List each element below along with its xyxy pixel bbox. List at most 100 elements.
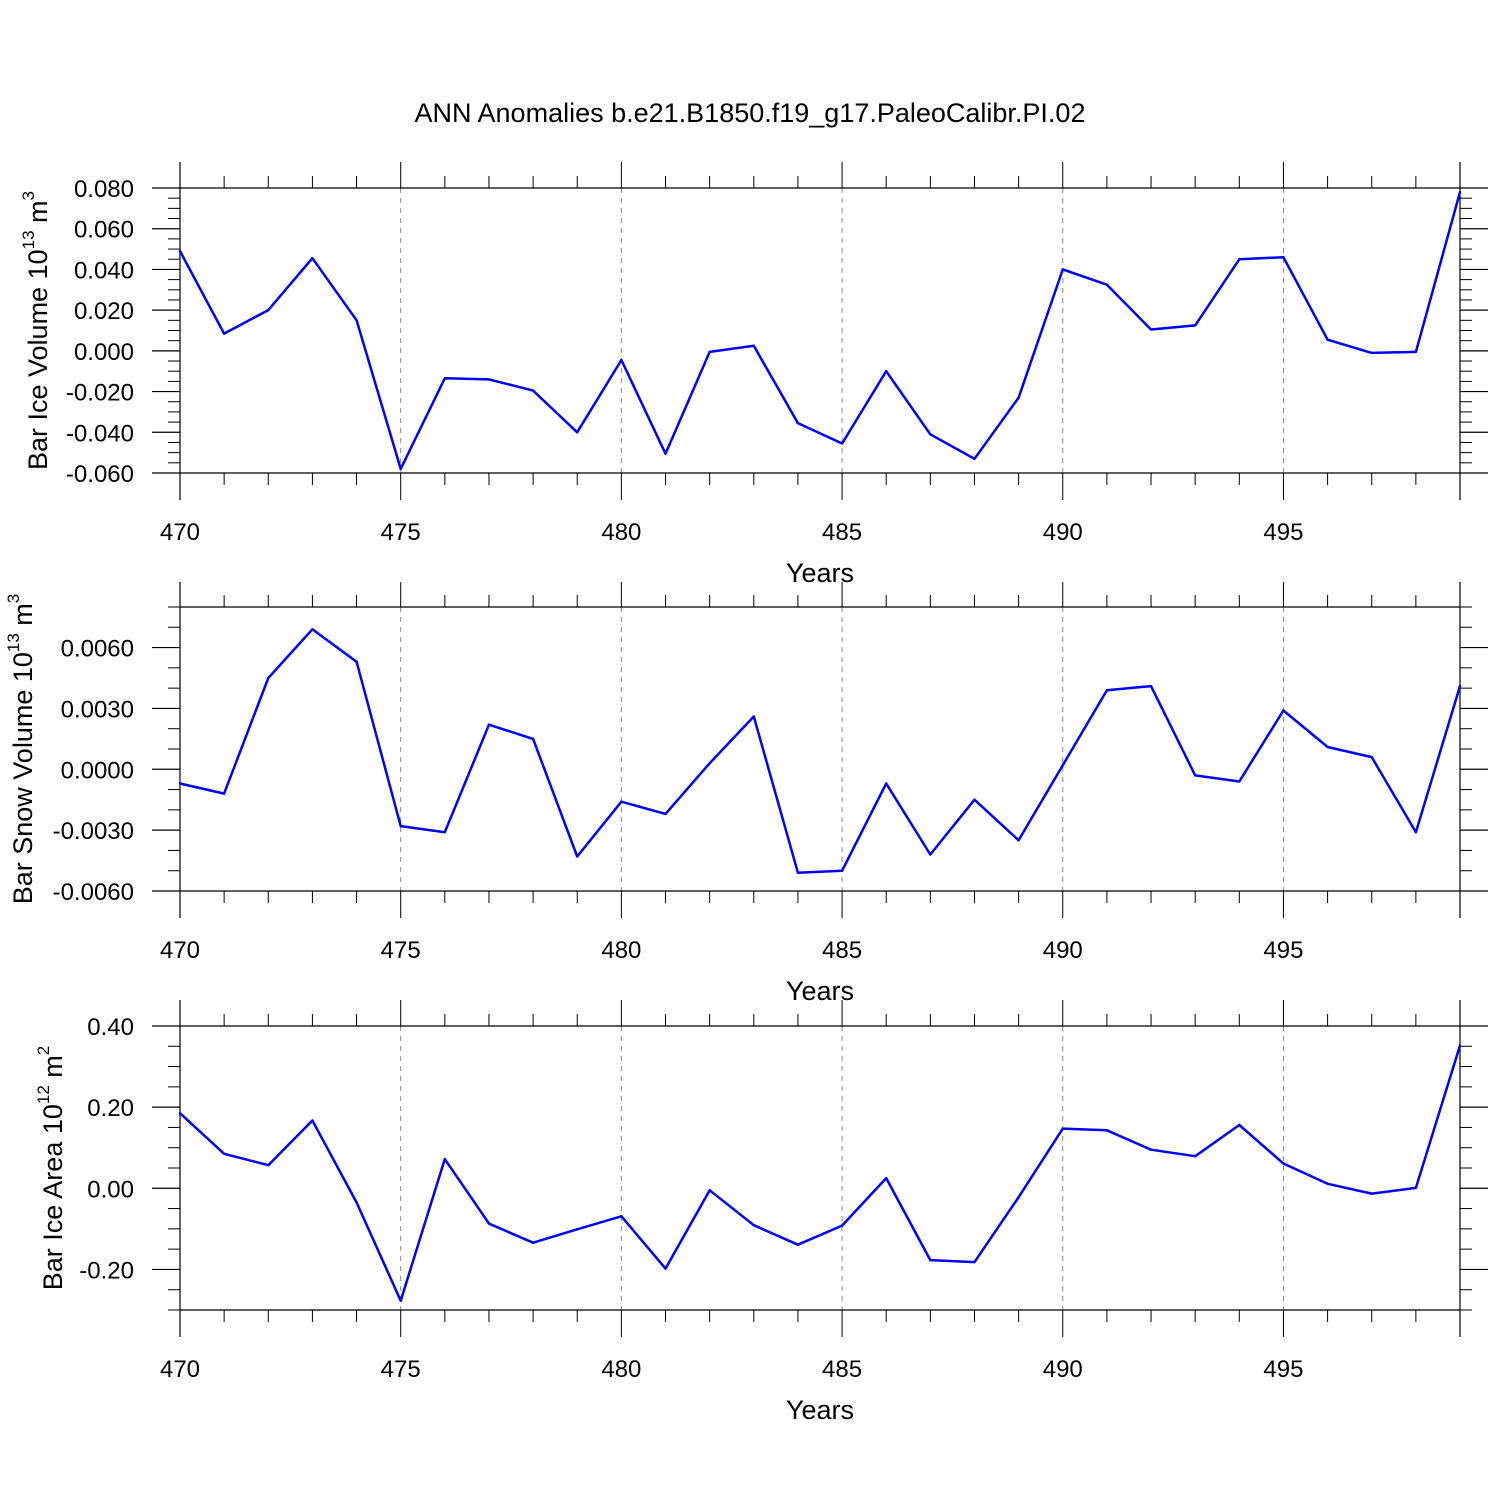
y-tick-label: 0.060	[74, 217, 134, 244]
data-point	[1238, 780, 1241, 783]
data-point	[1326, 745, 1329, 749]
data-point	[1193, 324, 1197, 327]
data-point	[1105, 283, 1109, 286]
data-point	[664, 1267, 667, 1270]
x-tick-label: 495	[1263, 519, 1303, 546]
data-point	[1414, 350, 1418, 354]
y-tick-label: 0.40	[87, 1014, 134, 1041]
data-point	[1017, 396, 1020, 399]
data-point	[1149, 1148, 1153, 1151]
chart-title: ANN Anomalies b.e21.B1850.f19_g17.PaleoC…	[414, 98, 1086, 128]
data-point	[443, 377, 447, 380]
data-point	[487, 1222, 491, 1225]
y-tick-label: 0.00	[87, 1176, 134, 1203]
data-point	[443, 830, 447, 834]
data-point	[929, 1258, 932, 1262]
data-point	[752, 344, 755, 347]
data-point	[708, 762, 711, 765]
data-point	[708, 1189, 711, 1192]
data-point	[267, 1163, 270, 1167]
x-tick-label: 495	[1263, 1356, 1303, 1383]
y-tick-label: -0.060	[66, 461, 134, 488]
y-tick-label: 0.0060	[61, 636, 134, 663]
data-point	[1105, 1129, 1109, 1132]
data-point	[1458, 190, 1462, 194]
data-point	[885, 1176, 888, 1180]
data-point	[1017, 839, 1020, 842]
data-point	[796, 421, 800, 425]
data-point	[222, 792, 226, 795]
data-point	[487, 378, 491, 381]
data-point	[443, 1157, 447, 1161]
y-tick-label: -0.20	[79, 1257, 134, 1284]
chart-panel-2: -0.0060 -0.0030 0.0000 0.0030 0.0060 470 475 48…	[4, 582, 1488, 1006]
data-point	[840, 442, 844, 445]
data-point	[487, 723, 491, 726]
data-point	[1238, 258, 1241, 261]
data-point	[973, 457, 976, 460]
x-tick-label: 470	[160, 1356, 200, 1383]
data-point	[752, 715, 755, 718]
y-tick-label: 0.000	[74, 339, 134, 366]
x-axis-title: Years	[786, 558, 854, 588]
data-point	[620, 800, 623, 803]
y-tick-label: -0.020	[66, 380, 134, 407]
x-tick-label: 485	[822, 519, 862, 546]
series-line	[179, 628, 1462, 874]
data-point	[708, 350, 711, 354]
chart-panel-1: -0.060 -0.040 -0.020 0.000 0.020 0.040 0.060 0.…	[19, 162, 1488, 588]
data-point	[1282, 1162, 1285, 1165]
data-point	[399, 467, 402, 471]
data-point	[1458, 1044, 1462, 1047]
data-point	[355, 1201, 358, 1204]
x-tick-label: 490	[1043, 1356, 1083, 1383]
data-point	[267, 676, 270, 680]
data-point	[1061, 268, 1064, 271]
x-tick-label: 480	[601, 937, 641, 964]
y-tick-label: 0.0030	[61, 696, 134, 723]
data-point	[1061, 1127, 1064, 1130]
data-point	[1458, 684, 1462, 688]
data-point	[1414, 1186, 1418, 1190]
x-tick-label: 485	[822, 1356, 862, 1383]
data-point	[1193, 1155, 1197, 1158]
x-tick-label: 470	[160, 937, 200, 964]
x-tick-label: 485	[822, 937, 862, 964]
x-axis-title: Years	[786, 1395, 854, 1425]
x-tick-label: 480	[601, 519, 641, 546]
data-point	[1282, 709, 1285, 712]
data-point	[576, 855, 579, 858]
data-point	[267, 308, 270, 312]
y-axis-title: Bar Ice Area 1012 m2	[34, 1046, 68, 1291]
data-point	[576, 1228, 579, 1231]
y-tick-label: 0.020	[74, 298, 134, 325]
y-tick-label: -0.040	[66, 420, 134, 447]
y-axis-title: Bar Ice Volume 1013 m3	[19, 191, 53, 470]
x-tick-label: 490	[1043, 519, 1083, 546]
y-tick-label: 0.080	[74, 176, 134, 203]
data-point	[1370, 755, 1373, 759]
data-point	[399, 1299, 402, 1302]
y-tick-label: -0.0060	[53, 879, 134, 906]
data-point	[531, 737, 535, 741]
series-line	[179, 1045, 1462, 1302]
y-tick-label: -0.0030	[53, 818, 134, 845]
data-point	[796, 871, 800, 874]
data-point	[1414, 830, 1418, 834]
x-tick-label: 470	[160, 519, 200, 546]
data-point	[576, 431, 579, 434]
x-tick-label: 475	[381, 519, 421, 546]
data-point	[1149, 684, 1153, 688]
x-tick-label: 480	[601, 1356, 641, 1383]
data-point	[929, 433, 932, 436]
y-tick-label: 0.20	[87, 1095, 134, 1122]
data-point	[752, 1224, 755, 1227]
x-tick-label: 475	[381, 937, 421, 964]
data-point	[222, 1152, 226, 1156]
data-point	[1017, 1196, 1020, 1199]
data-point	[311, 257, 314, 260]
data-point	[620, 1215, 623, 1218]
data-point	[311, 1119, 314, 1122]
data-point	[1370, 1192, 1373, 1195]
